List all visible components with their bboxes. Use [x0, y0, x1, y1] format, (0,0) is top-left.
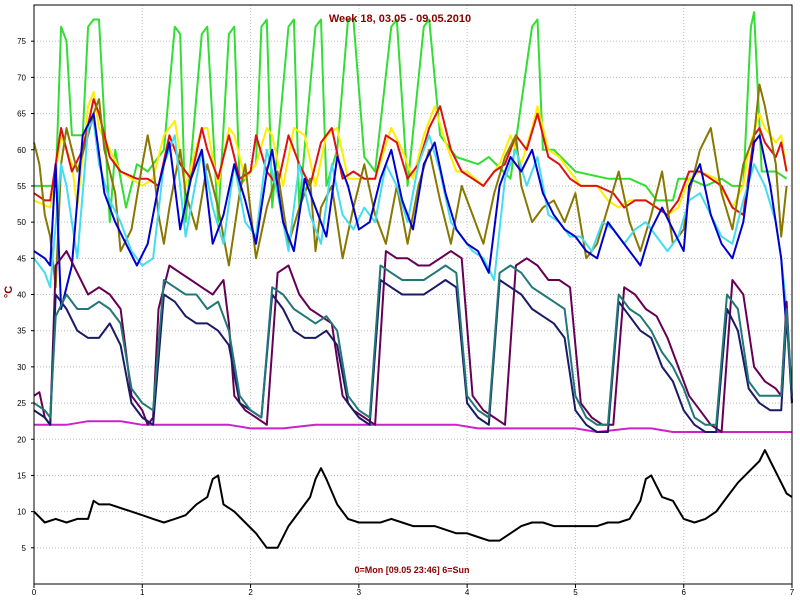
- x-tick-label: 0: [32, 588, 37, 597]
- x-axis-label: 0=Mon [09.05 23:46] 6=Sun: [354, 565, 469, 575]
- y-tick-label: 55: [17, 182, 26, 191]
- y-tick-label: 75: [17, 37, 26, 46]
- x-tick-label: 5: [573, 588, 578, 597]
- y-tick-label: 30: [17, 363, 26, 372]
- series-line-0: [34, 11, 788, 224]
- y-tick-label: 25: [17, 399, 26, 408]
- axes: [31, 4, 793, 588]
- chart-title: Week 18, 03.05 - 09.05.2010: [329, 13, 471, 25]
- x-tick-label: 2: [248, 588, 253, 597]
- series-layer: [33, 11, 793, 549]
- y-tick-label: 5: [22, 544, 27, 553]
- x-tick-labels: 0 1 2 3 4 5 6 7: [32, 588, 795, 597]
- y-tick-label: 20: [17, 435, 26, 444]
- series-line-5: [33, 112, 788, 331]
- y-tick-label: 45: [17, 254, 26, 263]
- y-axis-label: °C: [3, 286, 15, 298]
- y-tick-label: 60: [17, 146, 26, 155]
- y-tick-label: 70: [17, 73, 26, 82]
- y-tick-label: 35: [17, 327, 26, 336]
- y-tick-label: 15: [17, 471, 26, 480]
- series-line-7: [33, 449, 793, 549]
- series-line-9: [33, 279, 793, 433]
- plot-frame: [33, 4, 793, 585]
- x-tick-label: 3: [357, 588, 362, 597]
- x-tick-label: 6: [681, 588, 686, 597]
- x-tick-label: 4: [465, 588, 470, 597]
- y-tick-labels: 5 10 15 20 25 30 35 40 45 50 55 60 65 70 75: [17, 37, 26, 553]
- series-line-6: [34, 420, 792, 433]
- y-tick-label: 50: [17, 218, 26, 227]
- y-tick-label: 65: [17, 110, 26, 119]
- series-line-3: [33, 83, 788, 289]
- series-line-4: [33, 119, 788, 310]
- y-tick-label: 40: [17, 291, 26, 300]
- x-tick-label: 7: [790, 588, 795, 597]
- series-line-10: [33, 264, 793, 426]
- y-tick-label: 10: [17, 508, 26, 517]
- x-tick-label: 1: [140, 588, 145, 597]
